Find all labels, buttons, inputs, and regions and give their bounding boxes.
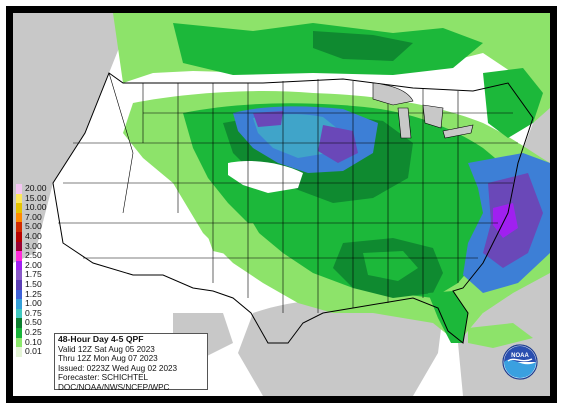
legend-swatch: [16, 308, 22, 319]
legend-item: 5.00: [16, 221, 56, 232]
precip-caribbean: [468, 323, 533, 348]
qpf-map: [13, 13, 550, 396]
legend-item: 2.00: [16, 259, 56, 271]
legend-swatch: [16, 222, 22, 232]
lake-michigan: [397, 107, 412, 139]
legend-label: 1.50: [25, 278, 42, 289]
legend-label: 1.75: [25, 269, 42, 280]
issued-time: Issued: 0223Z Wed Aug 02 2023: [58, 363, 178, 373]
precip-midwest-purple: [318, 125, 358, 163]
legend-label: 7.00: [25, 211, 42, 222]
legend-swatch: [16, 347, 22, 357]
legend-item: 10.00: [16, 202, 56, 213]
legend-swatch: [16, 318, 22, 328]
legend-label: 5.00: [25, 221, 42, 232]
legend-label: 2.50: [25, 250, 42, 261]
dry-plains: [228, 161, 303, 193]
source-credit: DOC/NOAA/NWS/NCEP/WPC: [58, 382, 170, 392]
lake-huron: [422, 104, 444, 129]
legend-swatch: [16, 251, 22, 261]
legend-label: 1.00: [25, 298, 42, 309]
noaa-logo-text: NOAA: [511, 353, 529, 359]
legend-swatch: [16, 184, 22, 194]
legend-item: 0.25: [16, 326, 56, 338]
precip-atlantic-violet: [493, 203, 518, 238]
legend-item: 2.50: [16, 250, 56, 261]
legend-item: 0.01: [16, 346, 56, 357]
precip-southeast-green: [363, 251, 418, 281]
legend-item: 3.00: [16, 240, 56, 252]
precip-north-dark: [313, 31, 413, 61]
legend-label: 3.00: [25, 240, 42, 251]
legend-label: 0.50: [25, 317, 42, 328]
legend-label: 0.10: [25, 336, 42, 347]
legend-swatch: [16, 241, 22, 252]
pacific-ocean: [13, 13, 133, 263]
legend-swatch: [16, 289, 22, 300]
noaa-logo-icon: NOAA: [502, 344, 538, 380]
legend-label: 0.01: [25, 346, 42, 357]
legend-item: 20.00: [16, 183, 56, 194]
legend-item: 0.10: [16, 336, 56, 348]
legend-label: 4.00: [25, 230, 42, 241]
legend-swatch: [16, 193, 22, 204]
legend-label: 20.00: [25, 183, 47, 193]
legend-item: 1.75: [16, 269, 56, 280]
legend-item: 7.00: [16, 211, 56, 223]
legend-label: 1.25: [25, 288, 42, 299]
legend-label: 0.25: [25, 326, 42, 337]
legend-item: 1.25: [16, 288, 56, 300]
legend-item: 4.00: [16, 230, 56, 242]
legend-item: 0.75: [16, 307, 56, 319]
forecast-info-box: 48-Hour Day 4-5 QPF Valid 12Z Sat Aug 05…: [54, 333, 208, 392]
legend-swatch: [16, 327, 22, 338]
legend-swatch: [16, 279, 22, 290]
precip-florida: [428, 291, 468, 343]
qpf-map-canvas: [13, 13, 550, 396]
forecaster: Forecaster: SCHICHTEL: [58, 373, 149, 383]
precip-dakotas-purple: [253, 111, 283, 127]
us-border: [52, 72, 534, 344]
legend-label: 2.00: [25, 259, 42, 270]
legend-swatch: [16, 270, 22, 280]
state-lines: [58, 72, 518, 313]
lake-erie: [442, 124, 474, 139]
legend-item: 1.50: [16, 278, 56, 290]
legend-swatch: [16, 231, 22, 242]
legend-label: 0.75: [25, 307, 42, 318]
lake-superior: [372, 82, 414, 106]
legend-swatch: [16, 212, 22, 223]
thru-time: Thru 12Z Mon Aug 07 2023: [58, 354, 158, 364]
legend-label: 10.00: [25, 202, 47, 213]
legend-swatch: [16, 337, 22, 348]
legend-item: 15.00: [16, 192, 56, 204]
legend-swatch: [16, 260, 22, 271]
legend-swatch: [16, 299, 22, 309]
legend-item: 1.00: [16, 298, 56, 309]
precip-southwest-light: [203, 223, 268, 258]
legend-swatch: [16, 203, 22, 213]
product-title: 48-Hour Day 4-5 QPF: [58, 334, 144, 344]
legend-label: 15.00: [25, 192, 47, 203]
legend-item: 0.50: [16, 317, 56, 328]
precip-legend: 20.00 15.00 10.00 7.00 5.00 4.00 3.00 2.…: [16, 183, 56, 357]
gulf-of-mexico: [238, 293, 443, 396]
valid-time: Valid 12Z Sat Aug 05 2023: [58, 344, 155, 354]
